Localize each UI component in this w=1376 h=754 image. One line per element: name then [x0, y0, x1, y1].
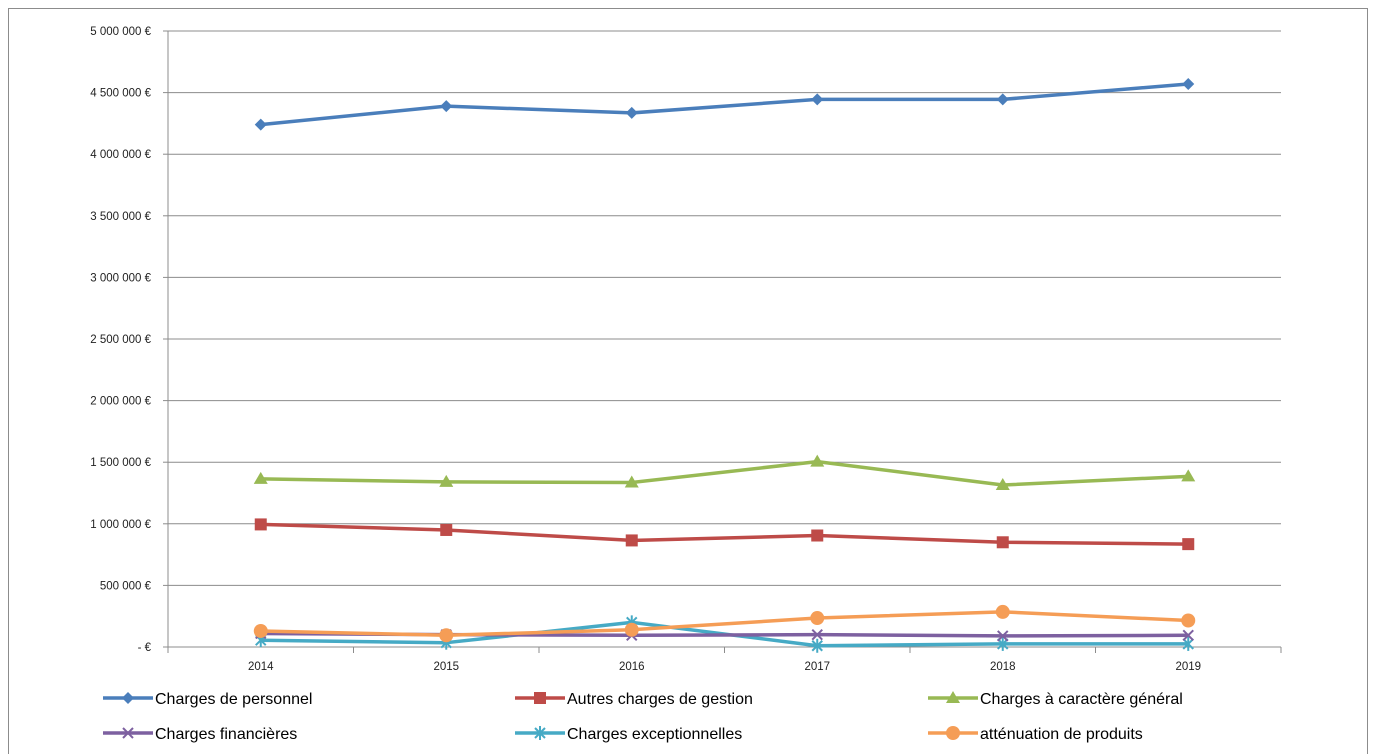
data-point: [810, 454, 825, 467]
series-charges-a-caractere-general: [253, 454, 1196, 490]
legend-label: Autres charges de gestion: [567, 691, 753, 708]
legend-label: Charges de personnel: [155, 691, 312, 708]
data-point: [1181, 469, 1196, 482]
data-point: [997, 630, 1009, 642]
x-tick-label: 2015: [433, 661, 459, 673]
y-tick-label: 5 000 000 €: [90, 26, 151, 38]
x-axis: 2014 2015 2016 2017 2018 2019: [167, 646, 1282, 673]
data-point: [811, 628, 823, 641]
y-tick-label: 3 000 000 €: [90, 272, 151, 284]
legend-swatch-marker: [946, 726, 960, 740]
data-point: [625, 106, 638, 119]
data-point: [1182, 538, 1195, 551]
data-point: [439, 474, 454, 487]
data-point: [1182, 629, 1194, 642]
gridlines: [168, 30, 1281, 586]
y-tick-label: 4 000 000 €: [90, 149, 151, 161]
y-tick-label: 500 000 €: [100, 580, 152, 592]
legend-item: Charges à caractère général: [928, 691, 1183, 708]
x-tick-label: 2019: [1175, 661, 1201, 673]
y-tick-label: 1 500 000 €: [90, 457, 151, 469]
legend: Charges de personnel Autres charges de ge…: [103, 691, 1183, 743]
legend-swatch-marker: [534, 692, 546, 704]
legend-label: Charges financières: [155, 726, 297, 743]
series-line: [260, 522, 1189, 546]
data-point: [1181, 613, 1196, 628]
x-tick-label: 2017: [804, 661, 830, 673]
data-point: [811, 638, 823, 653]
data-point: [253, 623, 268, 638]
legend-swatch-marker: [122, 692, 134, 704]
y-tick-label: - €: [138, 642, 152, 654]
y-tick-label: 2 500 000 €: [90, 334, 151, 346]
data-point: [996, 93, 1009, 106]
x-tick-label: 2014: [248, 661, 274, 673]
series-attenuation-de-produits: [253, 604, 1196, 643]
y-tick-label: 1 000 000 €: [90, 519, 151, 531]
legend-swatch-marker: [122, 727, 134, 739]
y-axis: - € 500 000 € 1 000 000 € 1 500 000 € 2 000 …: [90, 26, 169, 654]
data-point: [811, 529, 824, 542]
legend-label: Charges à caractère général: [980, 691, 1183, 708]
y-tick-label: 4 500 000 €: [90, 88, 151, 100]
data-point: [440, 523, 453, 536]
data-point: [439, 628, 454, 643]
series-line: [260, 459, 1189, 487]
y-tick-label: 3 500 000 €: [90, 211, 151, 223]
x-tick-label: 2016: [619, 661, 645, 673]
data-point: [253, 471, 268, 484]
data-point: [254, 518, 267, 531]
data-point: [995, 477, 1010, 490]
y-tick-label: 2 000 000 €: [90, 396, 151, 408]
series-line: [260, 610, 1189, 638]
data-point: [624, 622, 639, 637]
legend-item: Charges financières: [103, 726, 297, 743]
series-charges-de-personnel: [254, 77, 1195, 131]
chart-frame: [8, 8, 1368, 754]
legend-swatch-marker: [534, 726, 546, 740]
legend-item: Charges de personnel: [103, 691, 312, 708]
data-point: [995, 604, 1010, 619]
legend-label: atténuation de produits: [980, 726, 1143, 743]
data-point: [254, 118, 267, 131]
series-line: [260, 82, 1189, 127]
data-point: [1182, 77, 1195, 90]
data-point: [810, 611, 825, 626]
data-point: [996, 536, 1009, 549]
data-point: [1182, 636, 1194, 651]
series-lines: [253, 77, 1196, 653]
series-autres-charges-de-gestion: [254, 518, 1195, 551]
legend-label: Charges exceptionnelles: [567, 726, 742, 743]
data-point: [624, 475, 639, 488]
data-point: [440, 100, 453, 113]
legend-swatch-marker: [946, 691, 960, 703]
data-point: [625, 534, 638, 547]
data-point: [811, 93, 824, 106]
legend-item: atténuation de produits: [928, 726, 1143, 743]
x-tick-label: 2018: [990, 661, 1016, 673]
legend-item: Autres charges de gestion: [515, 691, 753, 708]
legend-item: Charges exceptionnelles: [515, 726, 742, 743]
